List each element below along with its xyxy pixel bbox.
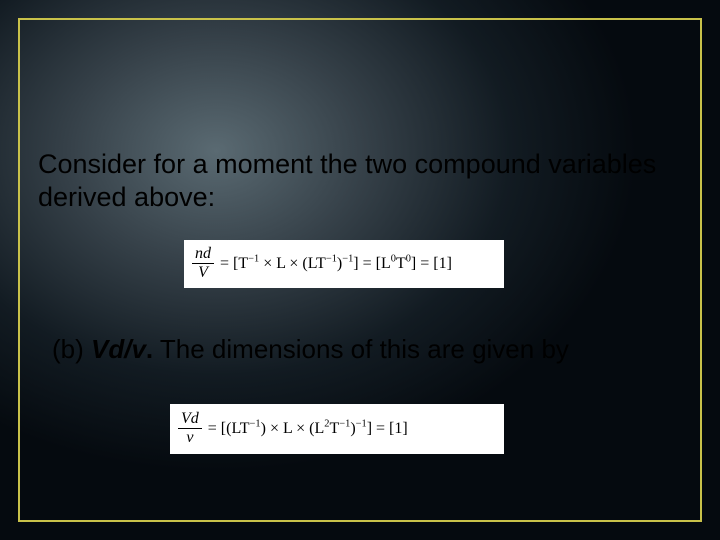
equation-b: Vd ν = [(LT−1) × L × (L2T−1)−1] = [1] [176,408,498,450]
equation-b-box: Vd ν = [(LT−1) × L × (L2T−1)−1] = [1] [170,404,504,454]
equation-a-box: nd V = [T−1 × L × (LT−1)−1] = [L0T0] = [… [184,240,504,288]
intro-text: Consider for a moment the two compound v… [38,148,678,214]
equation-a: nd V = [T−1 × L × (LT−1)−1] = [L0T0] = [… [190,244,498,284]
equation-a-numerator: nd [192,246,214,264]
line-b-variable: Vd/v [91,334,146,364]
slide: Consider for a moment the two compound v… [0,0,720,540]
equation-b-denominator: ν [178,429,202,447]
equation-a-denominator: V [192,264,214,282]
line-b-rest: The dimensions of this are given by [153,334,569,364]
line-b-label: (b) [52,334,91,364]
equation-a-fraction: nd V [192,246,214,281]
equation-b-fraction: Vd ν [178,411,202,446]
equation-b-rhs: = [(LT−1) × L × (L2T−1)−1] = [1] [208,420,408,438]
line-b: (b) Vd/v. The dimensions of this are giv… [52,334,692,365]
equation-b-numerator: Vd [178,411,202,429]
equation-a-rhs: = [T−1 × L × (LT−1)−1] = [L0T0] = [1] [220,255,452,273]
slide-frame: Consider for a moment the two compound v… [18,18,702,522]
